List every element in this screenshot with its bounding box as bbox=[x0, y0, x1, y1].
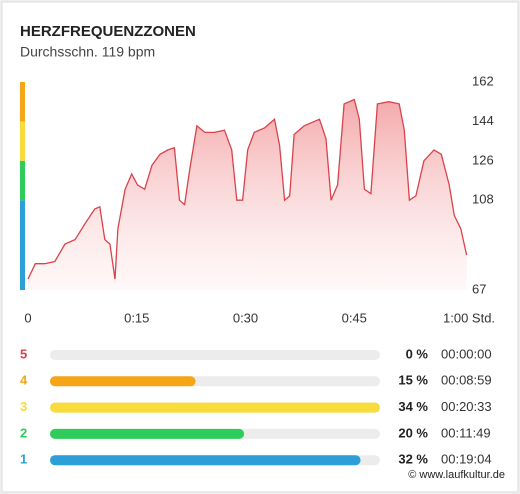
x-tick-label: 0:30 bbox=[233, 310, 258, 325]
zone-label: 3 bbox=[20, 399, 27, 414]
zone-percent: 15 % bbox=[398, 373, 428, 388]
area-fill bbox=[28, 99, 467, 290]
x-tick-label: 0 bbox=[24, 310, 31, 325]
zone-band bbox=[20, 160, 25, 201]
zone-bar bbox=[50, 402, 380, 413]
zone-time: 00:00:00 bbox=[441, 346, 492, 361]
zone-bar bbox=[50, 376, 196, 387]
zone-time: 00:19:04 bbox=[441, 452, 492, 467]
zone-bar bbox=[50, 428, 245, 439]
x-tick-label: 0:45 bbox=[342, 310, 367, 325]
x-tick-label: 0:15 bbox=[124, 310, 149, 325]
zone-percent: 32 % bbox=[398, 452, 428, 467]
zone-band bbox=[20, 200, 25, 290]
x-tick-label: 1:00 Std. bbox=[443, 310, 495, 325]
hr-line bbox=[27, 98, 468, 280]
zone-time: 00:20:33 bbox=[441, 399, 492, 414]
zone-label: 4 bbox=[20, 373, 28, 388]
zone-time: 00:08:59 bbox=[441, 373, 492, 388]
zone-time: 00:11:49 bbox=[441, 425, 491, 440]
y-tick-label: 108 bbox=[472, 192, 494, 207]
zone-label: 2 bbox=[20, 425, 27, 440]
zone-band bbox=[20, 82, 25, 122]
zone-percent: 34 % bbox=[398, 399, 428, 414]
y-tick-label: 126 bbox=[472, 152, 494, 167]
zone-percent: 0 % bbox=[406, 346, 429, 361]
zone-label: 5 bbox=[20, 346, 27, 361]
y-tick-label: 144 bbox=[472, 113, 494, 128]
zone-label: 1 bbox=[20, 452, 27, 467]
y-tick-label: 67 bbox=[472, 281, 486, 296]
zone-percent: 20 % bbox=[398, 425, 428, 440]
zone-track bbox=[50, 350, 380, 360]
subtitle: Durchsschn. 119 bpm bbox=[20, 44, 155, 60]
zone-bar bbox=[50, 455, 361, 466]
y-tick-label: 162 bbox=[472, 73, 494, 88]
zone-band bbox=[20, 121, 25, 161]
watermark: © www.laufkultur.de bbox=[408, 469, 505, 481]
title: HERZFREQUENZZONEN bbox=[20, 23, 196, 40]
